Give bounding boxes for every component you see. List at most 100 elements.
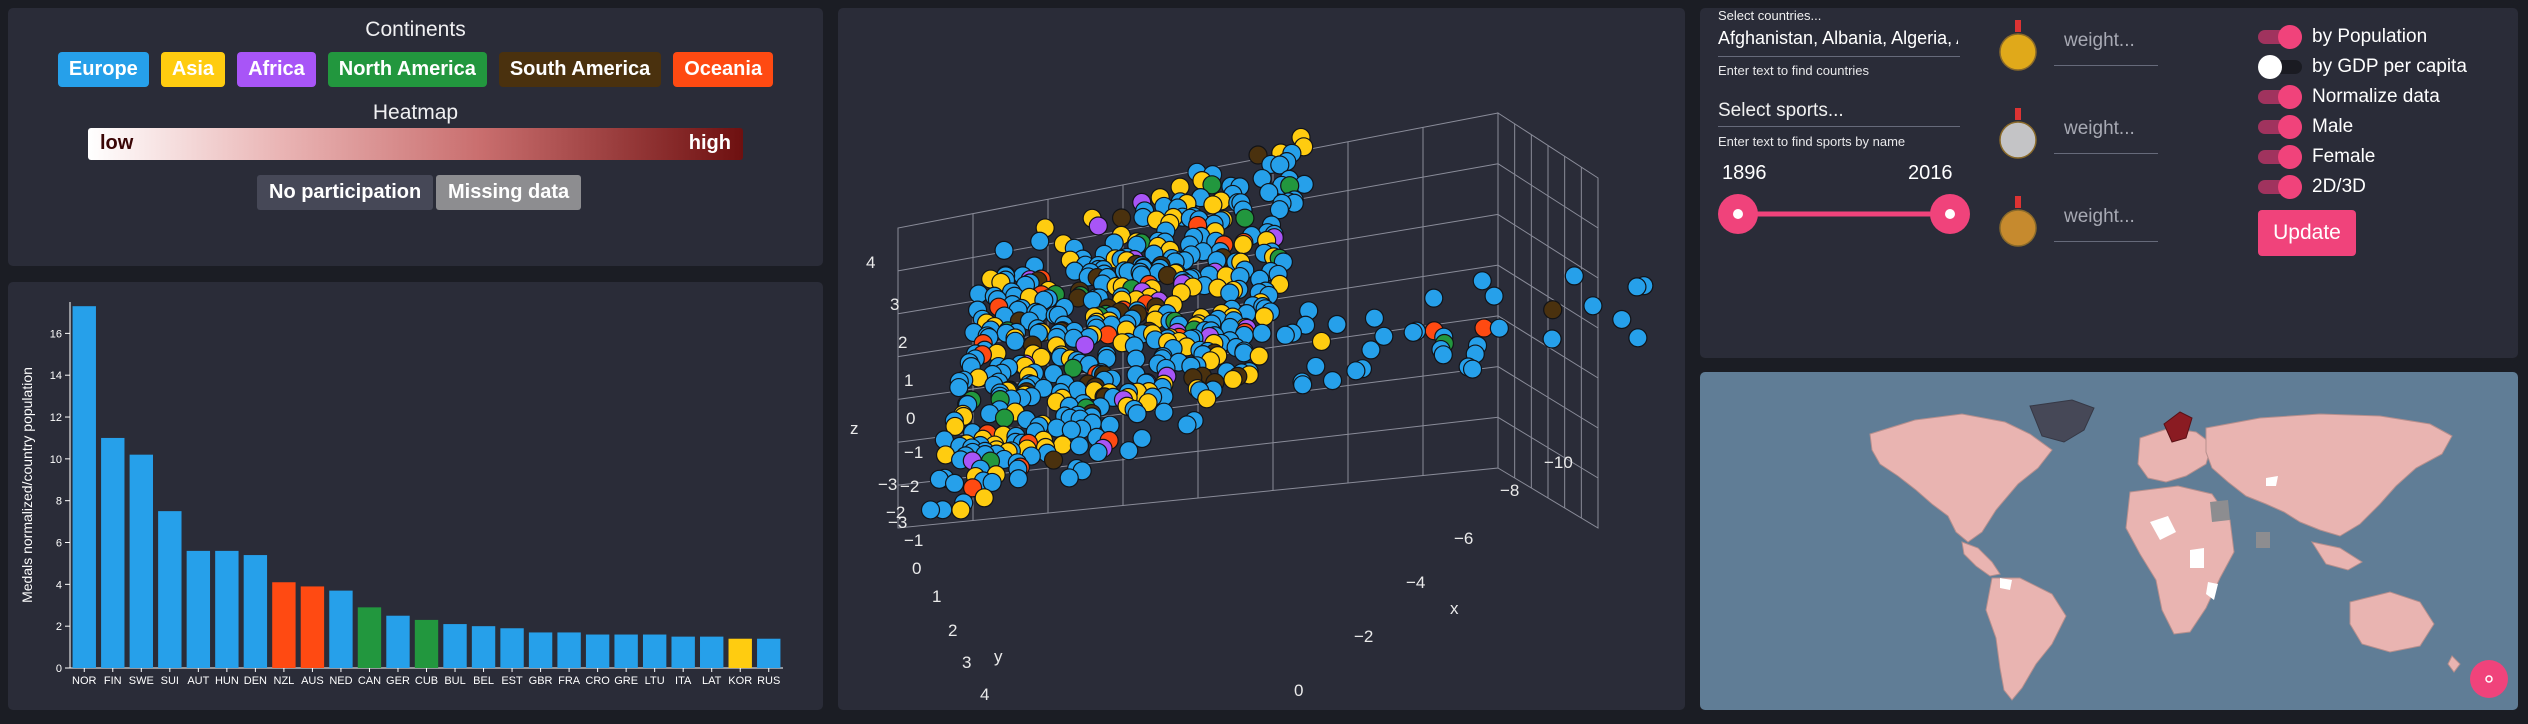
scatter-point[interactable]	[1111, 208, 1132, 228]
scatter-point[interactable]	[1259, 182, 1279, 203]
scatter-point[interactable]	[949, 377, 969, 398]
bar-rus[interactable]	[757, 638, 781, 668]
scatter-point[interactable]	[1088, 442, 1108, 463]
scandinavia-shape[interactable]	[2163, 411, 2193, 443]
toggle-female[interactable]: Female	[2258, 144, 2375, 170]
scatter-point[interactable]	[994, 240, 1014, 260]
world-map-panel[interactable]	[1700, 372, 2518, 710]
switch-control[interactable]	[2258, 175, 2302, 199]
bar-bel[interactable]	[471, 626, 496, 668]
switch-control[interactable]	[2258, 85, 2302, 109]
scatter-point[interactable]	[1306, 356, 1326, 377]
scatter-point[interactable]	[1627, 277, 1647, 297]
scatter-point[interactable]	[1311, 331, 1332, 352]
bar-can[interactable]	[357, 607, 382, 668]
bar-ned[interactable]	[329, 590, 353, 668]
bar-fin[interactable]	[101, 437, 125, 668]
north-america-shape[interactable]	[1869, 413, 2053, 543]
bar-aut[interactable]	[186, 550, 211, 668]
continent-chip-north-america[interactable]: North America	[327, 52, 487, 87]
bar-ger[interactable]	[386, 615, 410, 668]
toggle-normalize-data[interactable]: Normalize data	[2258, 84, 2440, 110]
continent-chip-asia[interactable]: Asia	[160, 52, 226, 87]
continent-chip-europe[interactable]: Europe	[57, 52, 149, 87]
scatter-point[interactable]	[1202, 175, 1222, 195]
scatter-point[interactable]	[1583, 296, 1603, 316]
scatter-point[interactable]	[1269, 200, 1290, 220]
new-zealand-shape[interactable]	[2447, 655, 2461, 673]
scatter-point[interactable]	[1154, 402, 1174, 422]
scatter-point[interactable]	[1177, 415, 1197, 435]
switch-control[interactable]	[2258, 55, 2302, 79]
scatter-point[interactable]	[1361, 340, 1381, 360]
switch-control[interactable]	[2258, 145, 2302, 169]
bar-swe[interactable]	[129, 454, 153, 668]
scatter-point[interactable]	[1270, 155, 1290, 175]
toggle-male[interactable]: Male	[2258, 114, 2353, 140]
scatter-point[interactable]	[1275, 325, 1295, 345]
scatter-point[interactable]	[1252, 323, 1272, 343]
scatter-point[interactable]	[974, 488, 994, 508]
scatter-point[interactable]	[1543, 300, 1563, 320]
scatter-point[interactable]	[994, 408, 1015, 428]
scatter-point[interactable]	[1374, 326, 1394, 346]
scatter-point[interactable]	[1088, 216, 1108, 236]
continent-chip-africa[interactable]: Africa	[237, 52, 316, 87]
scatter-point[interactable]	[1119, 441, 1139, 461]
sports-select[interactable]: Select sports...	[1718, 100, 1844, 121]
scatter-point[interactable]	[1628, 328, 1648, 348]
scatter-point[interactable]	[1030, 231, 1050, 251]
bronze-weight-input[interactable]: weight...	[2064, 206, 2135, 227]
scatter-point[interactable]	[920, 500, 941, 520]
toggle-by-gdp-per-capita[interactable]: by GDP per capita	[2258, 54, 2467, 80]
bar-lat[interactable]	[700, 636, 724, 668]
toggle-by-population[interactable]: by Population	[2258, 24, 2427, 50]
scatter-point[interactable]	[1612, 309, 1632, 330]
scatter-point[interactable]	[1322, 371, 1343, 391]
scatter-point[interactable]	[1235, 208, 1255, 228]
year-range-slider[interactable]	[1714, 184, 1974, 244]
scatter-point[interactable]	[945, 416, 965, 437]
bar-hun[interactable]	[215, 550, 239, 668]
scatter-point[interactable]	[1223, 369, 1243, 390]
scatter-point[interactable]	[1293, 375, 1313, 395]
bar-nor[interactable]	[72, 306, 96, 668]
bar-den[interactable]	[243, 555, 268, 668]
bar-sui[interactable]	[158, 511, 182, 668]
scatter-point[interactable]	[1127, 404, 1147, 424]
scatter-point[interactable]	[1403, 322, 1423, 342]
scatter-point[interactable]	[1249, 346, 1269, 366]
scatter-point[interactable]	[951, 500, 971, 520]
update-button[interactable]: Update	[2258, 210, 2356, 256]
scatter-point[interactable]	[1059, 468, 1079, 488]
bar-cro[interactable]	[585, 634, 610, 668]
scatter-point[interactable]	[1220, 283, 1240, 303]
bar-ita[interactable]	[671, 636, 695, 668]
floating-action-button[interactable]	[2470, 660, 2508, 698]
scatter-point[interactable]	[1542, 329, 1562, 349]
scatter-point[interactable]	[982, 472, 1002, 493]
scatter-point[interactable]	[1234, 343, 1254, 363]
scatter-point[interactable]	[1484, 286, 1504, 306]
bar-gre[interactable]	[614, 634, 638, 668]
bar-gbr[interactable]	[528, 632, 553, 668]
bar-ltu[interactable]	[642, 634, 667, 668]
bar-nzl[interactable]	[272, 582, 296, 668]
bar-cub[interactable]	[414, 619, 439, 668]
scatter-point[interactable]	[1075, 335, 1095, 355]
bar-kor[interactable]	[728, 638, 752, 668]
gold-weight-input[interactable]: weight...	[2064, 30, 2135, 51]
scatter-point[interactable]	[1043, 450, 1064, 470]
scatter-point[interactable]	[1424, 288, 1444, 308]
south-america-shape[interactable]	[1985, 577, 2067, 701]
bar-bul[interactable]	[443, 624, 467, 668]
continent-chip-south-america[interactable]: South America	[498, 52, 662, 87]
central-america-shape[interactable]	[1961, 541, 2001, 577]
scatter-point[interactable]	[1203, 195, 1223, 215]
scatter-point[interactable]	[1254, 306, 1274, 327]
switch-control[interactable]	[2258, 115, 2302, 139]
silver-weight-input[interactable]: weight...	[2064, 118, 2135, 139]
scatter-points[interactable]	[920, 127, 1654, 520]
bar-fra[interactable]	[557, 632, 581, 668]
